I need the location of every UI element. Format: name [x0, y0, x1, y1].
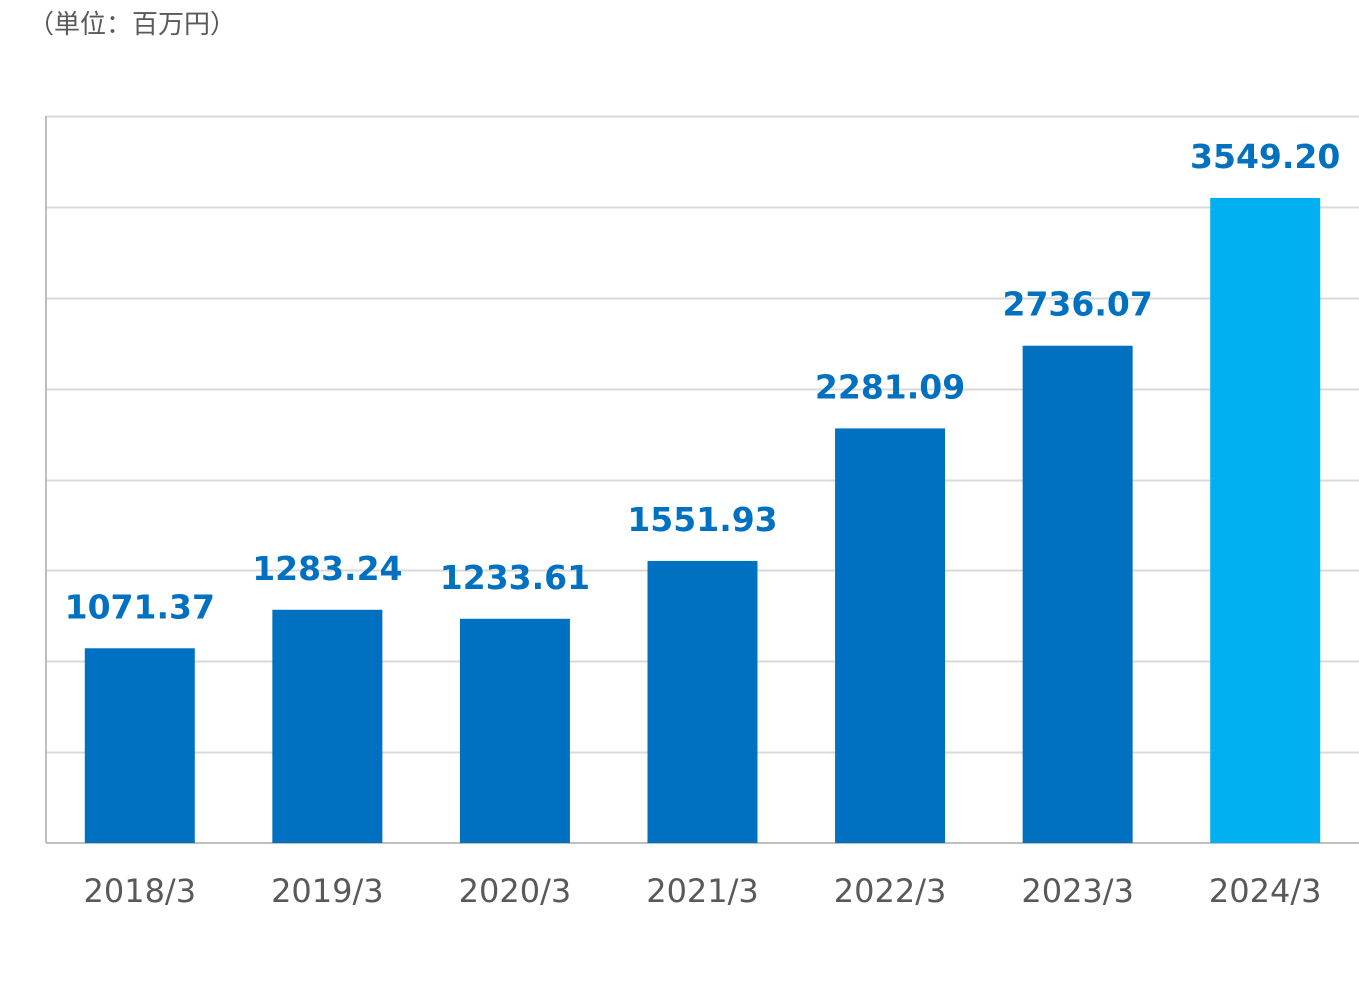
bar-2021-3 — [647, 560, 758, 843]
value-label-2023-3: 2736.07 — [1002, 285, 1152, 324]
unit-label: （単位：百万円） — [28, 10, 237, 40]
bar-2018-3 — [84, 648, 195, 843]
value-label-2022-3: 2281.09 — [815, 367, 965, 406]
x-tick-label-2021-3: 2021/3 — [646, 872, 759, 910]
x-tick-label-2023-3: 2023/3 — [1021, 872, 1134, 910]
x-tick-labels: 2018/3 2019/3 2020/3 2021/3 2022/3 2023/3 2024… — [83, 872, 1321, 910]
x-tick-label-2019-3: 2019/3 — [271, 872, 384, 910]
value-label-2018-3: 1071.37 — [65, 587, 215, 626]
value-labels: 1071.37 1283.24 1233.61 1551.93 2281.09 2736.… — [65, 137, 1341, 626]
bars — [84, 197, 1321, 843]
bar-2023-3 — [1022, 345, 1133, 843]
x-tick-label-2022-3: 2022/3 — [834, 872, 947, 910]
bar-2024-3 — [1210, 197, 1321, 843]
value-label-2021-3: 1551.93 — [627, 500, 777, 539]
value-label-2020-3: 1233.61 — [440, 558, 590, 597]
x-tick-label-2018-3: 2018/3 — [83, 872, 196, 910]
x-tick-label-2020-3: 2020/3 — [459, 872, 572, 910]
bar-2020-3 — [459, 618, 570, 843]
value-label-2019-3: 1283.24 — [252, 549, 402, 588]
x-tick-label-2024-3: 2024/3 — [1209, 872, 1322, 910]
bar-2022-3 — [835, 428, 946, 843]
bar-2019-3 — [272, 609, 383, 843]
value-label-2024-3: 3549.20 — [1190, 137, 1340, 176]
